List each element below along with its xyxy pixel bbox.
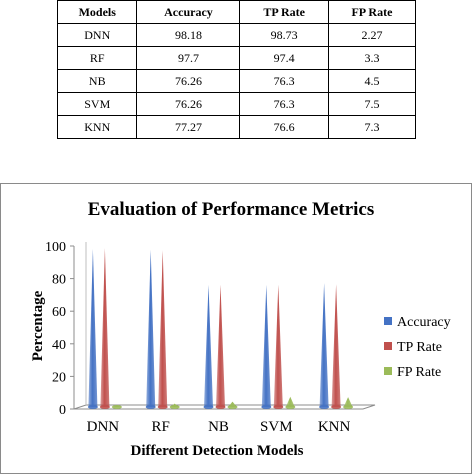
y-tick-label: 60 (52, 305, 66, 320)
table-cell-fp-rate: 3.3 (327, 46, 417, 70)
table-row: SVM 76.26 76.3 7.5 (56, 92, 417, 116)
table-row: DNN 98.18 98.73 2.27 (56, 23, 417, 47)
x-tick-label: DNN (87, 419, 120, 435)
x-tick-label: KNN (318, 419, 351, 435)
x-tick-label: SVM (260, 419, 293, 435)
legend-label: FP Rate (397, 365, 441, 380)
bar-tp-rate (273, 284, 283, 407)
table-cell-accuracy: 77.27 (136, 115, 241, 139)
metrics-table: Models Accuracy TP Rate FP Rate DNN 98.1… (56, 0, 417, 139)
y-tick-label: 80 (52, 273, 66, 288)
y-tick-label: 0 (59, 403, 66, 418)
bar-fp-rate (228, 401, 237, 407)
header-accuracy: Accuracy (136, 0, 241, 24)
legend-label: Accuracy (397, 315, 451, 330)
y-tick-label: 20 (52, 370, 66, 385)
table-cell-tp-rate: 76.3 (239, 92, 329, 116)
table-cell-fp-rate: 4.5 (327, 69, 417, 93)
table-header-row: Models Accuracy TP Rate FP Rate (56, 0, 417, 24)
bar-tp-rate (331, 284, 341, 407)
legend: Accuracy TP Rate FP Rate (384, 315, 451, 380)
bar-accuracy (146, 249, 156, 407)
table-cell-tp-rate: 97.4 (239, 46, 329, 70)
header-tp-rate: TP Rate (239, 0, 329, 24)
table-cell-accuracy: 76.26 (136, 69, 241, 93)
bar-fp-rate (170, 403, 180, 407)
table-cell-model: DNN (56, 23, 138, 47)
chart-title: Evaluation of Performance Metrics (88, 199, 375, 220)
table-cell-tp-rate: 76.3 (239, 69, 329, 93)
y-axis-title: Percentage (30, 290, 46, 361)
table-cell-model: RF (56, 46, 138, 70)
header-models: Models (56, 0, 138, 24)
bar-accuracy (204, 284, 213, 407)
bar-fp-rate (112, 405, 122, 407)
legend-swatch (384, 342, 392, 350)
performance-chart: Evaluation of Performance Metrics Percen… (30, 199, 451, 459)
bars (87, 248, 354, 409)
table-cell-accuracy: 97.7 (136, 46, 241, 70)
table-cell-fp-rate: 2.27 (327, 23, 417, 47)
table-cell-model: NB (56, 69, 138, 93)
table-cell-fp-rate: 7.5 (327, 92, 417, 116)
header-fp-rate: FP Rate (327, 0, 417, 24)
table-cell-model: KNN (56, 115, 138, 139)
table-row: KNN 77.27 76.6 7.3 (56, 115, 417, 139)
x-axis-title: Different Detection Models (131, 443, 304, 459)
chart-container: Evaluation of Performance Metrics Percen… (0, 183, 472, 474)
bar-tp-rate (158, 250, 168, 407)
table-cell-fp-rate: 7.3 (327, 115, 417, 139)
legend-swatch (384, 367, 392, 375)
table-cell-tp-rate: 98.73 (239, 23, 329, 47)
y-tick-label: 100 (45, 240, 66, 255)
table-cell-accuracy: 76.26 (136, 92, 241, 116)
bar-tp-rate (216, 284, 225, 407)
table-row: RF 97.7 97.4 3.3 (56, 46, 417, 70)
bar-accuracy (319, 283, 329, 407)
x-tick-label: NB (208, 419, 229, 435)
table-cell-model: SVM (56, 92, 138, 116)
bar-accuracy (261, 284, 271, 407)
table-cell-accuracy: 98.18 (136, 23, 241, 47)
y-tick-label: 40 (52, 338, 66, 353)
bar-accuracy (88, 248, 98, 407)
x-tick-label: RF (152, 419, 170, 435)
bar-fp-rate (285, 396, 295, 407)
legend-label: TP Rate (397, 340, 442, 355)
bar-tp-rate (100, 248, 110, 407)
legend-swatch (384, 317, 392, 325)
table-row: NB 76.26 76.3 4.5 (56, 69, 417, 93)
table-cell-tp-rate: 76.6 (239, 115, 329, 139)
bar-fp-rate (343, 397, 353, 407)
